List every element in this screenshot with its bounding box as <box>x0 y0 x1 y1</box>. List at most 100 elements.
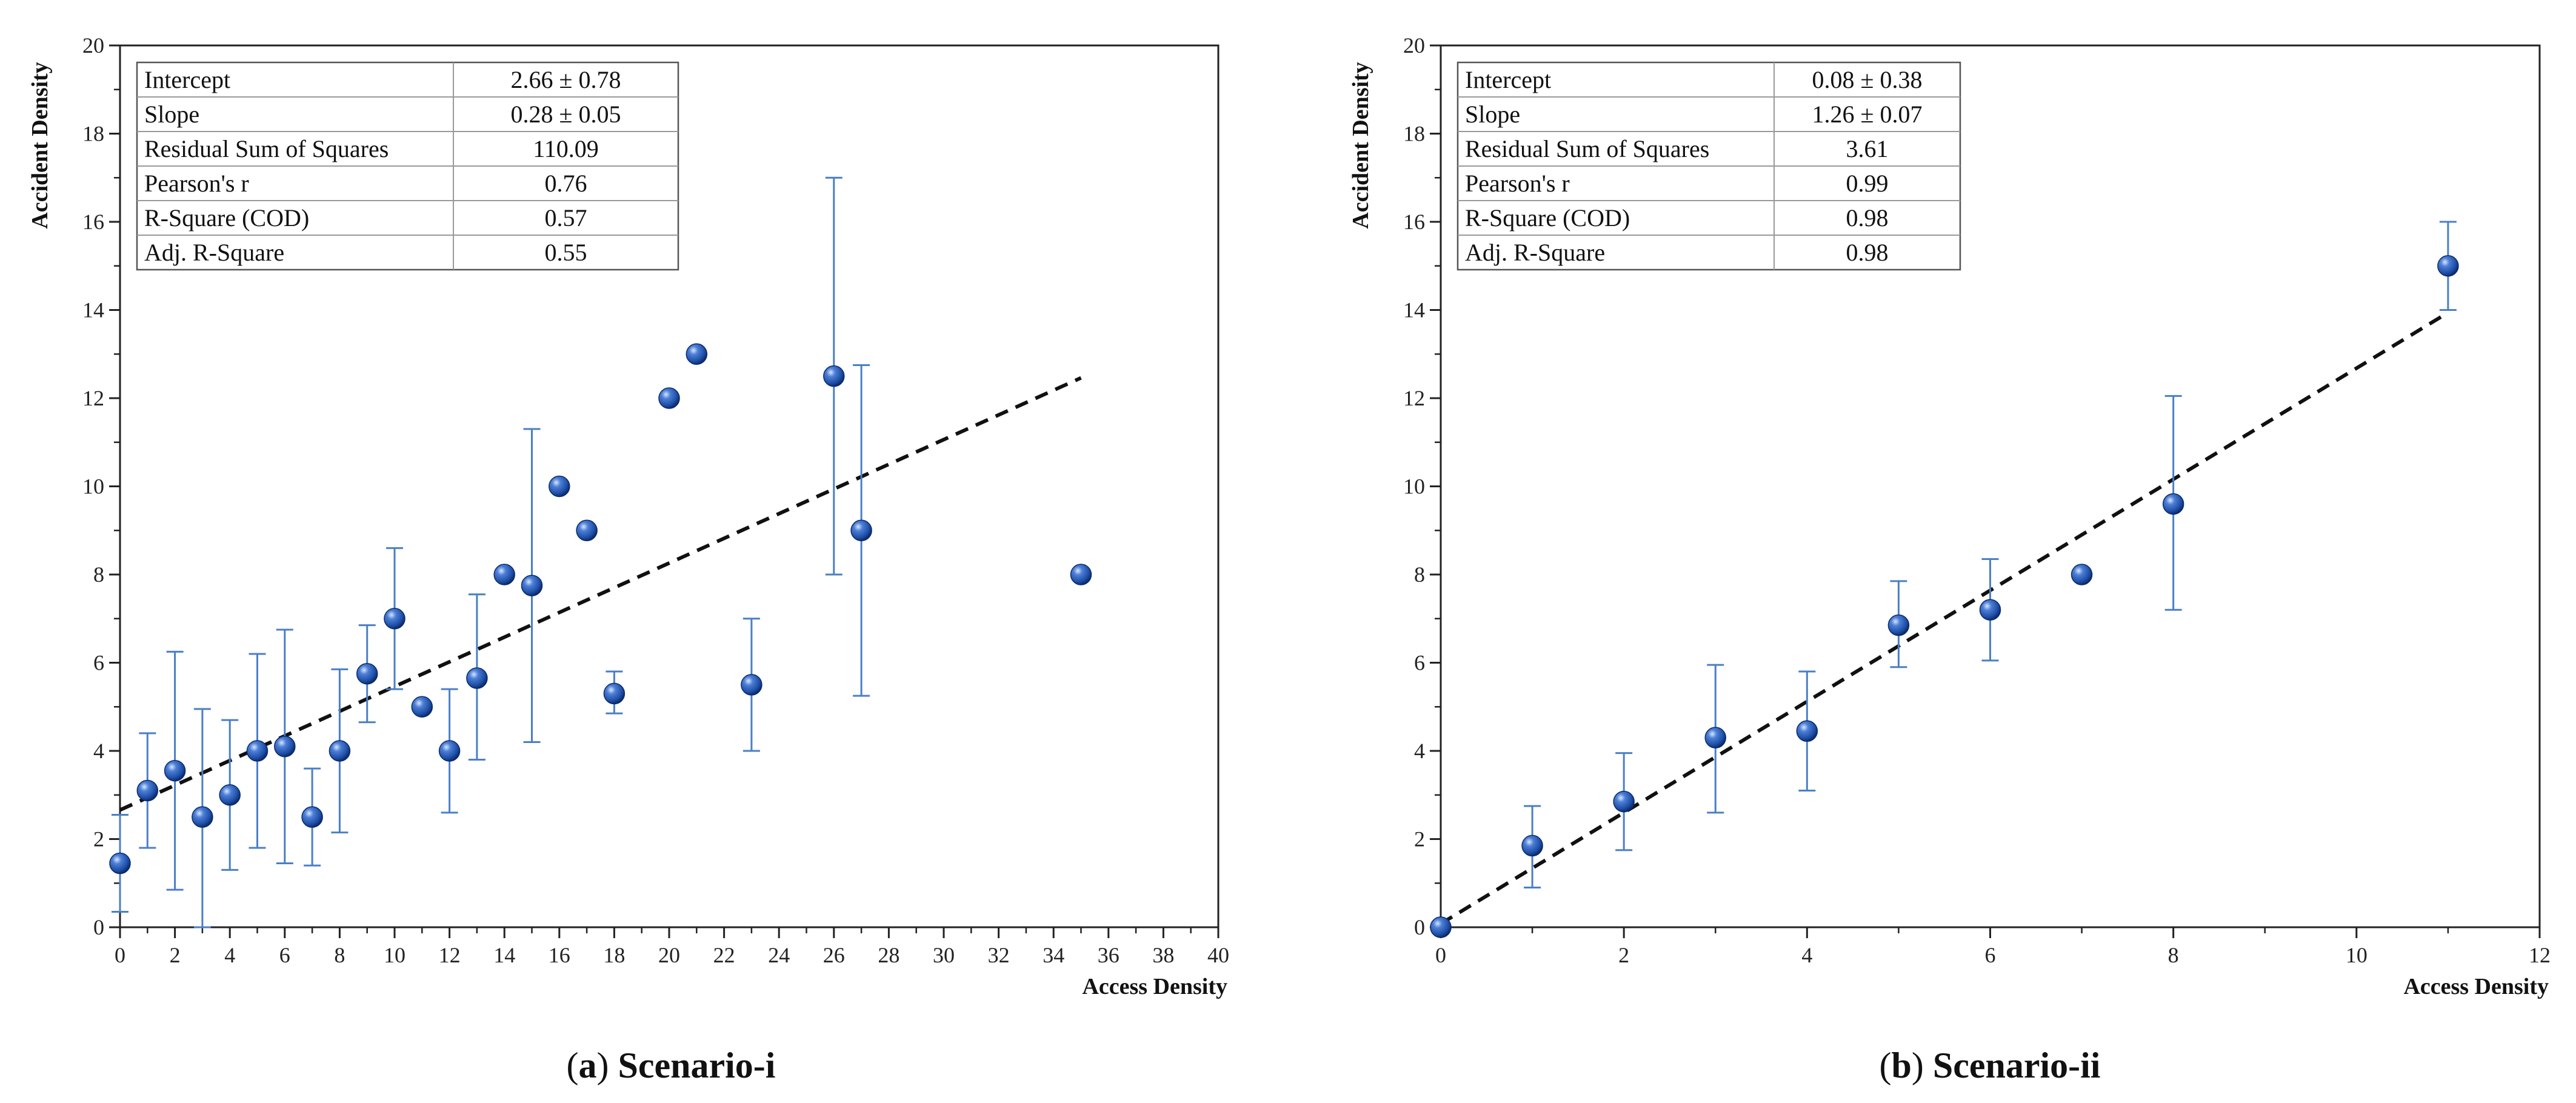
x-tick-label: 10 <box>2346 943 2367 967</box>
y-axis-title: Accident Density <box>27 62 53 228</box>
y-tick-label: 14 <box>1403 298 1425 322</box>
data-point <box>2437 255 2459 277</box>
data-point <box>741 674 762 696</box>
y-tick-label: 10 <box>82 475 104 499</box>
x-tick-label: 32 <box>988 943 1010 967</box>
data-point <box>576 519 598 541</box>
data-point <box>2162 493 2184 515</box>
x-tick-label: 6 <box>279 943 290 967</box>
stats-value: 0.76 <box>545 170 587 197</box>
stats-label: Intercept <box>1465 66 1551 93</box>
stats-value: 110.09 <box>533 135 599 162</box>
stats-label: R-Square (COD) <box>1465 204 1630 232</box>
x-tick-label: 22 <box>713 943 735 967</box>
y-tick-label: 20 <box>1403 33 1425 58</box>
data-point <box>1613 790 1635 813</box>
x-tick-label: 28 <box>878 943 899 967</box>
y-tick-label: 2 <box>93 827 104 851</box>
data-point <box>384 608 405 630</box>
x-tick-label: 36 <box>1098 943 1119 967</box>
y-tick-label: 10 <box>1403 475 1425 499</box>
data-point <box>493 564 515 585</box>
stats-value: 0.57 <box>545 204 587 232</box>
x-tick-label: 6 <box>1985 943 1996 967</box>
x-tick-label: 26 <box>823 943 845 967</box>
data-point <box>603 682 626 705</box>
y-tick-label: 2 <box>1414 827 1425 851</box>
data-point <box>136 779 159 802</box>
y-tick-label: 8 <box>93 562 104 587</box>
stats-value: 0.08 ± 0.38 <box>1812 66 1923 93</box>
x-tick-label: 40 <box>1207 943 1229 967</box>
x-tick-label: 24 <box>768 943 790 967</box>
stats-label: Intercept <box>144 66 230 93</box>
caption-title: Scenario-ii <box>1933 1045 2101 1085</box>
data-point <box>1430 916 1452 938</box>
y-tick-label: 12 <box>82 386 104 410</box>
data-point <box>274 735 296 758</box>
y-tick-label: 0 <box>1414 915 1425 939</box>
x-tick-label: 30 <box>933 943 955 967</box>
fit-line <box>1440 311 2449 925</box>
data-point <box>686 343 708 365</box>
data-point <box>1979 599 2001 621</box>
caption-paren-open: ( <box>567 1045 579 1085</box>
stats-label: Slope <box>1465 101 1520 128</box>
data-point <box>164 759 186 782</box>
data-point <box>411 696 433 718</box>
data-point <box>301 806 323 828</box>
data-point <box>2070 564 2093 585</box>
y-tick-label: 18 <box>1403 122 1425 146</box>
data-point <box>219 784 241 806</box>
data-point <box>521 575 543 596</box>
panel-caption: (b) Scenario-ii <box>1880 1045 2101 1085</box>
y-tick-label: 6 <box>1414 651 1425 675</box>
data-point <box>438 740 461 762</box>
y-tick-label: 14 <box>82 298 104 322</box>
caption-title: Scenario-i <box>618 1045 776 1085</box>
y-tick-label: 18 <box>82 122 104 146</box>
y-tick-label: 4 <box>1414 739 1425 763</box>
data-point <box>246 740 269 762</box>
data-point <box>549 475 570 498</box>
caption-paren-close: ) <box>597 1045 618 1085</box>
stats-label: Residual Sum of Squares <box>144 135 389 162</box>
stats-label: Residual Sum of Squares <box>1465 135 1709 162</box>
x-tick-label: 12 <box>2529 943 2551 967</box>
x-tick-label: 4 <box>1801 943 1812 967</box>
stats-label: Adj. R-Square <box>1465 239 1605 266</box>
y-tick-label: 12 <box>1403 386 1425 410</box>
x-tick-label: 8 <box>334 943 345 967</box>
stats-value: 3.61 <box>1846 135 1889 162</box>
caption-letter: b <box>1892 1045 1912 1085</box>
x-axis-title: Access Density <box>1082 974 1227 999</box>
stats-value: 2.66 ± 0.78 <box>511 66 621 93</box>
data-point <box>356 662 378 685</box>
data-point <box>109 852 131 875</box>
stats-value: 0.28 ± 0.05 <box>511 101 621 128</box>
data-point <box>1796 720 1818 742</box>
y-tick-label: 8 <box>1414 562 1425 587</box>
caption-paren-open: ( <box>1880 1045 1892 1085</box>
x-tick-label: 10 <box>384 943 405 967</box>
x-axis-title: Access Density <box>2403 974 2549 999</box>
x-tick-label: 2 <box>170 943 181 967</box>
x-tick-label: 20 <box>658 943 680 967</box>
y-tick-label: 16 <box>1403 210 1425 234</box>
x-tick-label: 8 <box>2168 943 2179 967</box>
x-tick-label: 16 <box>549 943 570 967</box>
y-tick-label: 16 <box>82 210 104 234</box>
y-tick-label: 4 <box>93 739 104 763</box>
chart-panel-b: 0 2 4 6 8 10 12 0 2 4 6 8 10 12 14 16 18 20 Access Density… <box>1348 33 2551 1085</box>
x-tick-label: 2 <box>1618 943 1629 967</box>
x-tick-label: 34 <box>1043 943 1064 967</box>
y-tick-label: 6 <box>93 651 104 675</box>
stats-value: 0.98 <box>1846 204 1889 232</box>
data-point <box>1521 835 1543 857</box>
panel-caption: (a) Scenario-i <box>567 1045 776 1085</box>
stats-table: Intercept 2.66 ± 0.78 Slope 0.28 ± 0.05 Resi… <box>136 61 679 271</box>
chart-panel-a: 0 2 4 6 8 10 12 14 16 18 20 22 24 26 28 30 32 34 36 38 40024… <box>27 33 1229 1085</box>
stats-label: Pearson's r <box>144 170 249 197</box>
stats-value: 0.98 <box>1846 239 1889 266</box>
